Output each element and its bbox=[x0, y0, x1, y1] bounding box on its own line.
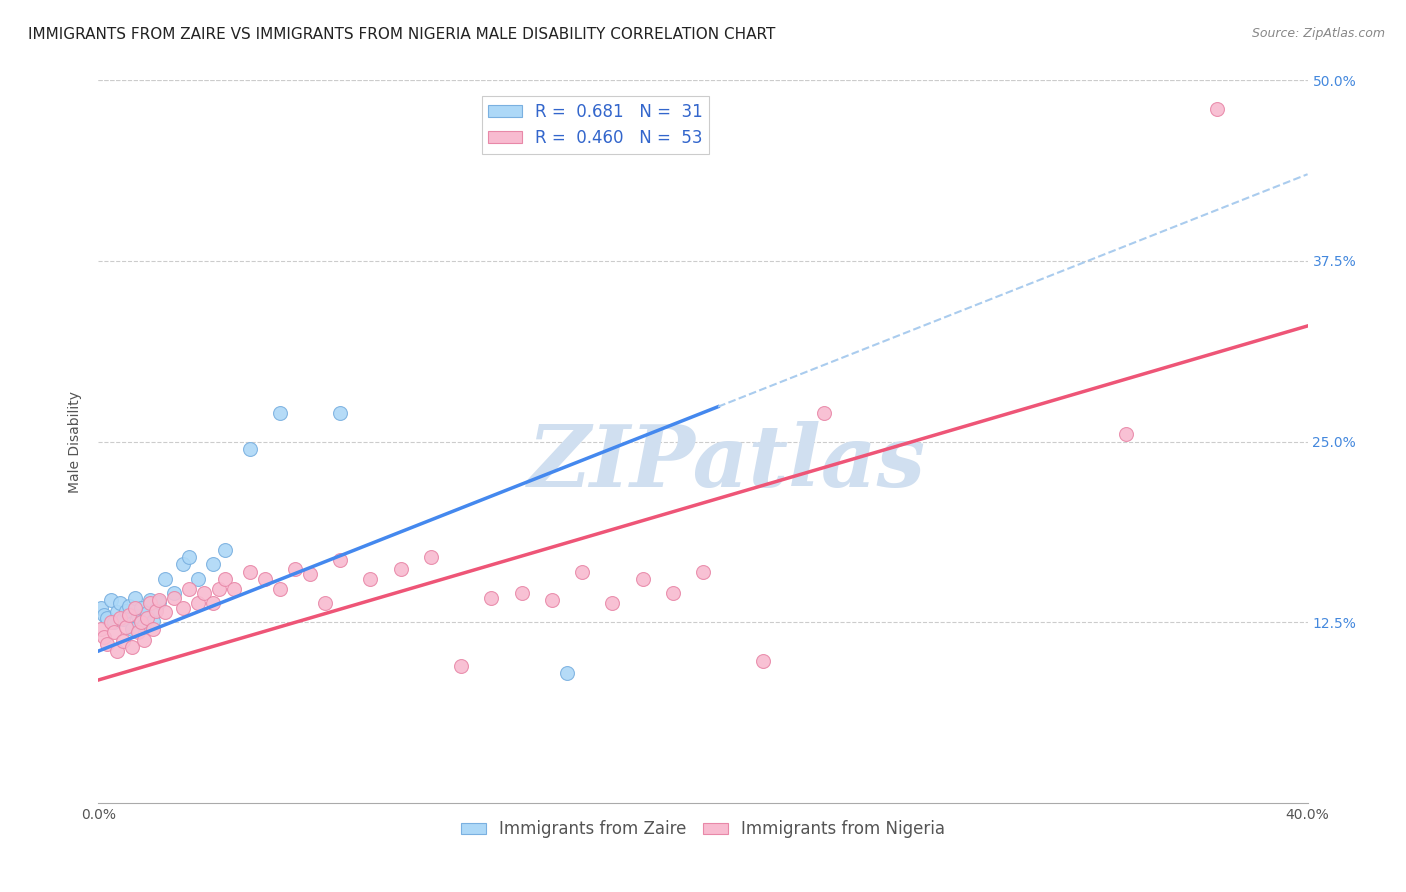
Point bbox=[132, 618, 155, 632]
Point bbox=[329, 553, 352, 567]
Point bbox=[540, 593, 562, 607]
Text: Source: ZipAtlas.com: Source: ZipAtlas.com bbox=[1251, 27, 1385, 40]
Point bbox=[129, 615, 152, 630]
Point bbox=[360, 572, 382, 586]
Point bbox=[139, 593, 162, 607]
Point bbox=[93, 630, 115, 644]
Point bbox=[314, 596, 336, 610]
Point bbox=[214, 572, 236, 586]
Point bbox=[239, 565, 262, 579]
Point bbox=[239, 442, 262, 456]
Point bbox=[253, 572, 276, 586]
Point bbox=[1206, 102, 1229, 116]
Point bbox=[172, 558, 194, 572]
Point bbox=[214, 542, 236, 557]
Point bbox=[187, 596, 209, 610]
Point bbox=[752, 654, 775, 668]
Point bbox=[124, 600, 146, 615]
Text: ZIPatlas: ZIPatlas bbox=[529, 421, 927, 505]
Text: IMMIGRANTS FROM ZAIRE VS IMMIGRANTS FROM NIGERIA MALE DISABILITY CORRELATION CHA: IMMIGRANTS FROM ZAIRE VS IMMIGRANTS FROM… bbox=[28, 27, 776, 42]
Point bbox=[118, 599, 141, 614]
Point bbox=[148, 593, 170, 607]
Point bbox=[135, 611, 157, 625]
Point bbox=[145, 602, 167, 616]
Point bbox=[602, 596, 624, 610]
Point bbox=[202, 558, 225, 572]
Point bbox=[103, 625, 125, 640]
Point bbox=[193, 586, 215, 600]
Point bbox=[163, 586, 186, 600]
Point bbox=[172, 600, 194, 615]
Point bbox=[284, 562, 307, 576]
Point bbox=[121, 640, 143, 654]
Point bbox=[329, 406, 352, 420]
Point bbox=[96, 637, 118, 651]
Point bbox=[132, 632, 155, 647]
Point bbox=[100, 615, 122, 630]
Point bbox=[127, 625, 149, 640]
Point bbox=[121, 623, 143, 637]
Point bbox=[153, 605, 176, 619]
Point bbox=[148, 595, 170, 609]
Point bbox=[108, 611, 131, 625]
Point bbox=[124, 591, 146, 605]
Point bbox=[111, 634, 134, 648]
Point bbox=[571, 565, 593, 579]
Point bbox=[163, 591, 186, 605]
Point bbox=[269, 582, 291, 596]
Point bbox=[90, 623, 112, 637]
Point bbox=[90, 600, 112, 615]
Point bbox=[450, 658, 472, 673]
Point bbox=[114, 604, 136, 618]
Point bbox=[1115, 427, 1137, 442]
Point bbox=[179, 582, 201, 596]
Point bbox=[555, 665, 578, 680]
Point bbox=[111, 612, 134, 626]
Point bbox=[108, 596, 131, 610]
Point bbox=[135, 607, 157, 621]
Point bbox=[118, 607, 141, 622]
Point bbox=[510, 586, 533, 600]
Point bbox=[481, 591, 503, 605]
Point bbox=[269, 406, 291, 420]
Point bbox=[208, 582, 231, 596]
Point bbox=[103, 615, 125, 630]
Legend: Immigrants from Zaire, Immigrants from Nigeria: Immigrants from Zaire, Immigrants from N… bbox=[454, 814, 952, 845]
Point bbox=[202, 596, 225, 610]
Point bbox=[692, 565, 714, 579]
Point bbox=[105, 605, 128, 619]
Point bbox=[129, 600, 152, 615]
Point bbox=[145, 604, 167, 618]
Point bbox=[153, 572, 176, 586]
Point bbox=[105, 644, 128, 658]
Point bbox=[127, 609, 149, 624]
Point bbox=[187, 572, 209, 586]
Point bbox=[661, 586, 683, 600]
Point bbox=[179, 550, 201, 565]
Point bbox=[224, 582, 246, 596]
Point bbox=[93, 607, 115, 622]
Point bbox=[96, 611, 118, 625]
Point bbox=[631, 572, 654, 586]
Point bbox=[142, 623, 165, 637]
Point bbox=[420, 550, 443, 565]
Point bbox=[114, 619, 136, 633]
Y-axis label: Male Disability: Male Disability bbox=[69, 391, 83, 492]
Point bbox=[100, 593, 122, 607]
Point bbox=[139, 596, 162, 610]
Point bbox=[389, 562, 412, 576]
Point bbox=[813, 406, 835, 420]
Point bbox=[142, 614, 165, 628]
Point bbox=[299, 567, 322, 582]
